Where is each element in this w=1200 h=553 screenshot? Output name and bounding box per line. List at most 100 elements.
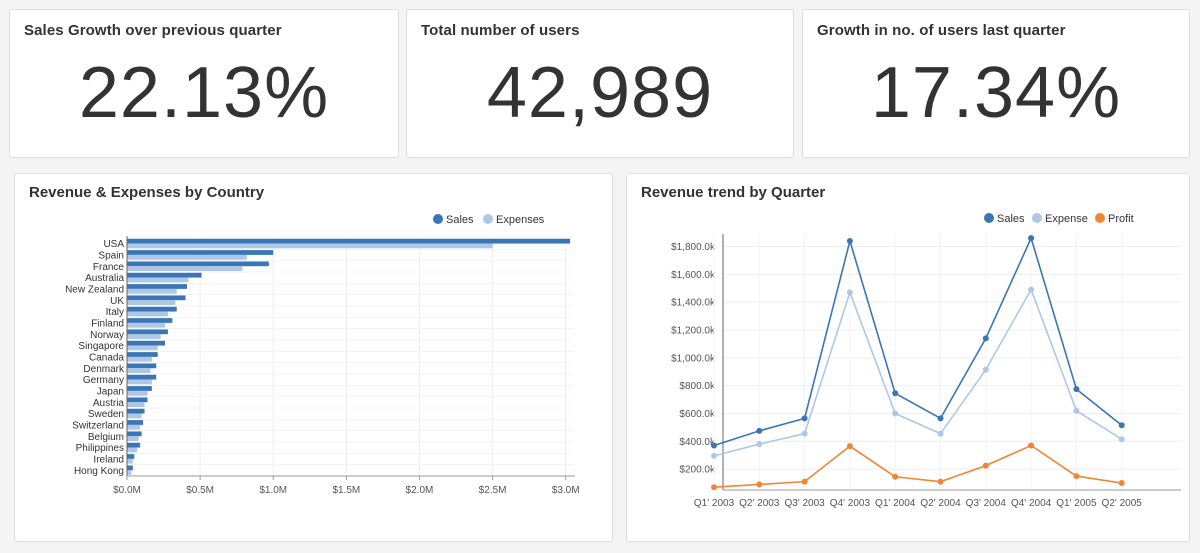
point-profit-q4-2004 bbox=[1028, 442, 1035, 449]
y-tick-label: $400.0k bbox=[679, 437, 716, 448]
x-tick-label: $2.0M bbox=[406, 485, 434, 496]
line-chart: Sales Expense Profit $200.0k $400.0k $600.… bbox=[671, 213, 1181, 509]
y-tick-label: $600.0k bbox=[679, 409, 716, 420]
y-tick-label: $1,800.0k bbox=[671, 242, 716, 253]
bar-sales-usa bbox=[127, 238, 571, 244]
x-tick-label: $1.0M bbox=[259, 485, 287, 496]
category-label-germany: Germany bbox=[83, 375, 124, 386]
bar-sales-philippines bbox=[127, 442, 141, 448]
bar-expenses-japan bbox=[127, 390, 148, 396]
category-label-uk: UK bbox=[110, 296, 124, 307]
category-label-philippines: Philippines bbox=[76, 443, 124, 454]
bar-expenses-france bbox=[127, 266, 243, 271]
point-profit-q2-2004 bbox=[937, 478, 944, 485]
legend-sales-label: Sales bbox=[997, 213, 1025, 225]
bar-expenses-new-zealand bbox=[127, 288, 177, 294]
legend[interactable]: Sales Expenses bbox=[433, 214, 545, 226]
point-profit-q1-2003 bbox=[711, 484, 717, 491]
kpi-card-total-users: Total number of users 42,989 bbox=[406, 9, 794, 158]
series-line-sales bbox=[713, 235, 1123, 447]
point-sales-q3-2004 bbox=[982, 335, 989, 342]
bar-expenses-uk bbox=[127, 300, 176, 305]
x-tick-label: Q4' 2003 bbox=[830, 498, 871, 509]
legend-expense-label: Expense bbox=[1045, 213, 1088, 225]
category-label-belgium: Belgium bbox=[88, 432, 124, 443]
point-sales-q4-2003 bbox=[846, 237, 853, 244]
point-expense-q2-2003 bbox=[756, 441, 763, 448]
series-line-profit bbox=[713, 444, 1122, 489]
x-tick-label: Q1' 2004 bbox=[875, 498, 916, 509]
kpi-title: Sales Growth over previous quarter bbox=[24, 22, 282, 39]
point-expense-q4-2003 bbox=[846, 289, 853, 296]
kpi-value: 17.34% bbox=[870, 53, 1122, 133]
x-tick-label: Q3' 2004 bbox=[966, 498, 1007, 509]
kpi-value: 22.13% bbox=[78, 53, 330, 133]
bar-expenses-finland bbox=[127, 322, 166, 328]
category-label-finland: Finland bbox=[91, 319, 124, 330]
line-plot-area: $200.0k $400.0k $600.0k $800.0k $1,000.0k $1,… bbox=[671, 234, 1181, 509]
x-tick-label: $0.5M bbox=[186, 485, 214, 496]
point-profit-q3-2003 bbox=[801, 478, 808, 485]
legend-expenses-marker bbox=[483, 214, 493, 224]
legend-expenses-label: Expenses bbox=[496, 214, 545, 226]
point-sales-q2-2003 bbox=[756, 427, 763, 434]
point-profit-q3-2004 bbox=[982, 462, 989, 469]
bar-chart: Sales Expenses $0.0M $0.5M $1.0M $1.5M $2.0M… bbox=[65, 214, 580, 496]
category-label-austria: Austria bbox=[93, 398, 125, 409]
legend[interactable]: Sales Expense Profit bbox=[984, 213, 1134, 225]
point-expense-q3-2003 bbox=[801, 430, 808, 437]
bar-sales-australia bbox=[127, 272, 202, 278]
point-expense-q1-2004 bbox=[892, 410, 899, 417]
bar-sales-austria bbox=[127, 397, 148, 403]
bar-expenses-denmark bbox=[127, 368, 151, 373]
bar-expenses-norway bbox=[127, 334, 161, 339]
point-profit-q1-2004 bbox=[892, 473, 899, 480]
point-sales-q4-2004 bbox=[1028, 235, 1035, 242]
legend-profit-label: Profit bbox=[1108, 213, 1134, 225]
x-tick-label: Q2' 2004 bbox=[920, 498, 961, 509]
bar-sales-italy bbox=[127, 306, 177, 312]
bar-expenses-australia bbox=[127, 277, 189, 283]
kpi-title: Growth in no. of users last quarter bbox=[817, 22, 1066, 39]
bar-expenses-italy bbox=[127, 311, 168, 317]
bar-expenses-sweden bbox=[127, 413, 142, 419]
category-label-spain: Spain bbox=[98, 251, 124, 262]
kpi-title: Total number of users bbox=[421, 22, 580, 39]
bar-expenses-singapore bbox=[127, 345, 158, 351]
point-sales-q3-2003 bbox=[801, 415, 808, 422]
bar-sales-switzerland bbox=[127, 420, 144, 425]
point-sales-q1-2005 bbox=[1073, 386, 1080, 393]
bar-sales-singapore bbox=[127, 340, 166, 346]
bar-expenses-austria bbox=[127, 402, 145, 407]
point-sales-q1-2004 bbox=[892, 390, 899, 397]
bar-sales-uk bbox=[127, 295, 186, 301]
bar-expenses-philippines bbox=[127, 447, 138, 453]
legend-sales-marker bbox=[433, 214, 443, 224]
bar-sales-france bbox=[127, 261, 269, 267]
point-profit-q2-2005 bbox=[1118, 480, 1125, 487]
bar-expenses-switzerland bbox=[127, 424, 141, 430]
point-sales-q2-2005 bbox=[1118, 422, 1125, 429]
chart-title: Revenue trend by Quarter bbox=[641, 184, 826, 201]
bar-sales-hong-kong bbox=[127, 465, 133, 471]
category-label-italy: Italy bbox=[106, 307, 124, 318]
category-label-usa: USA bbox=[103, 239, 124, 250]
category-label-singapore: Singapore bbox=[78, 341, 124, 352]
point-expense-q2-2005 bbox=[1118, 436, 1125, 443]
bar-sales-sweden bbox=[127, 408, 145, 414]
category-label-australia: Australia bbox=[85, 273, 124, 284]
y-tick-label: $200.0k bbox=[679, 465, 716, 476]
x-tick-label: $3.0M bbox=[552, 485, 580, 496]
bar-sales-new-zealand bbox=[127, 284, 187, 289]
revenue-trend-card: Revenue trend by Quarter Sales Expense P… bbox=[626, 173, 1190, 542]
point-expense-q2-2004 bbox=[937, 430, 944, 437]
bar-sales-denmark bbox=[127, 363, 157, 369]
bar-sales-belgium bbox=[127, 431, 142, 437]
legend-sales-label: Sales bbox=[446, 214, 474, 226]
bar-sales-spain bbox=[127, 250, 274, 255]
category-label-ireland: Ireland bbox=[93, 455, 124, 466]
y-tick-label: $800.0k bbox=[679, 381, 716, 392]
bar-expenses-canada bbox=[127, 356, 152, 362]
x-tick-label: Q1' 2005 bbox=[1056, 498, 1097, 509]
bar-sales-finland bbox=[127, 318, 173, 323]
